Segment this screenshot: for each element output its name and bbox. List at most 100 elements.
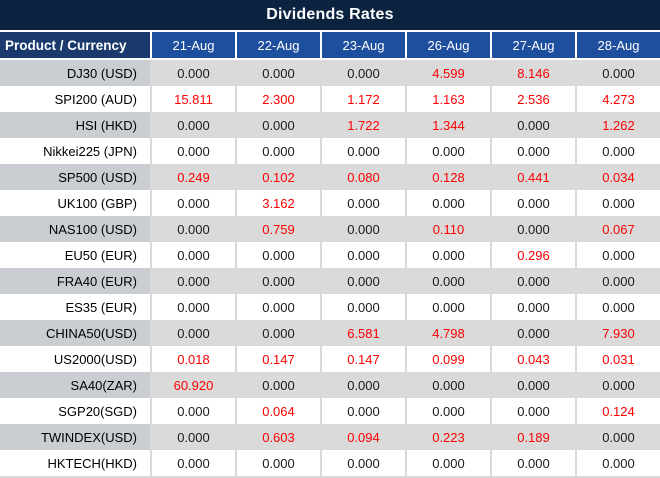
value-cell: 0.000 bbox=[490, 268, 575, 294]
value-cell: 0.000 bbox=[150, 424, 235, 450]
table-row: HSI (HKD) 0.000 0.000 1.722 1.344 0.000 1.262 bbox=[0, 112, 660, 138]
value-cell: 0.000 bbox=[320, 372, 405, 398]
product-cell: FRA40 (EUR) bbox=[0, 268, 150, 294]
value-cell: 0.000 bbox=[235, 372, 320, 398]
date-column-header: 27-Aug bbox=[490, 32, 575, 58]
value-cell: 0.000 bbox=[235, 242, 320, 268]
value-cell: 0.000 bbox=[405, 372, 490, 398]
value-cell: 0.000 bbox=[575, 372, 660, 398]
value-cell: 4.273 bbox=[575, 86, 660, 112]
date-column-header: 22-Aug bbox=[235, 32, 320, 58]
value-cell: 0.128 bbox=[405, 164, 490, 190]
value-cell: 3.162 bbox=[235, 190, 320, 216]
table-row: DJ30 (USD) 0.000 0.000 0.000 4.599 8.146 0.000 bbox=[0, 60, 660, 86]
value-cell: 0.000 bbox=[150, 450, 235, 476]
value-cell: 0.000 bbox=[575, 190, 660, 216]
value-cell: 8.146 bbox=[490, 60, 575, 86]
value-cell: 0.000 bbox=[150, 294, 235, 320]
product-cell: SA40(ZAR) bbox=[0, 372, 150, 398]
value-cell: 0.000 bbox=[490, 320, 575, 346]
date-column-header: 26-Aug bbox=[405, 32, 490, 58]
value-cell: 0.000 bbox=[490, 112, 575, 138]
value-cell: 0.000 bbox=[405, 242, 490, 268]
table-row: NAS100 (USD) 0.000 0.759 0.000 0.110 0.000 0.0… bbox=[0, 216, 660, 242]
value-cell: 2.536 bbox=[490, 86, 575, 112]
table-body: DJ30 (USD) 0.000 0.000 0.000 4.599 8.146 0.000… bbox=[0, 60, 660, 476]
value-cell: 1.262 bbox=[575, 112, 660, 138]
value-cell: 0.000 bbox=[150, 398, 235, 424]
date-column-header: 28-Aug bbox=[575, 32, 660, 58]
value-cell: 0.000 bbox=[235, 320, 320, 346]
value-cell: 0.000 bbox=[320, 216, 405, 242]
value-cell: 0.080 bbox=[320, 164, 405, 190]
value-cell: 0.000 bbox=[320, 450, 405, 476]
value-cell: 0.043 bbox=[490, 346, 575, 372]
value-cell: 0.000 bbox=[575, 268, 660, 294]
value-cell: 0.759 bbox=[235, 216, 320, 242]
value-cell: 0.000 bbox=[235, 268, 320, 294]
value-cell: 0.000 bbox=[235, 60, 320, 86]
value-cell: 0.000 bbox=[490, 138, 575, 164]
value-cell: 0.000 bbox=[490, 190, 575, 216]
product-cell: ES35 (EUR) bbox=[0, 294, 150, 320]
value-cell: 0.124 bbox=[575, 398, 660, 424]
table-row: HKTECH(HKD) 0.000 0.000 0.000 0.000 0.000 0.00… bbox=[0, 450, 660, 476]
product-cell: SPI200 (AUD) bbox=[0, 86, 150, 112]
value-cell: 0.147 bbox=[235, 346, 320, 372]
value-cell: 1.172 bbox=[320, 86, 405, 112]
value-cell: 1.163 bbox=[405, 86, 490, 112]
product-cell: SP500 (USD) bbox=[0, 164, 150, 190]
value-cell: 0.000 bbox=[320, 138, 405, 164]
value-cell: 1.344 bbox=[405, 112, 490, 138]
product-currency-header: Product / Currency bbox=[0, 32, 150, 58]
value-cell: 0.000 bbox=[150, 320, 235, 346]
value-cell: 0.000 bbox=[150, 242, 235, 268]
value-cell: 0.099 bbox=[405, 346, 490, 372]
table-row: Nikkei225 (JPN) 0.000 0.000 0.000 0.000 0.000… bbox=[0, 138, 660, 164]
value-cell: 0.000 bbox=[575, 424, 660, 450]
product-cell: TWINDEX(USD) bbox=[0, 424, 150, 450]
value-cell: 0.034 bbox=[575, 164, 660, 190]
product-cell: SGP20(SGD) bbox=[0, 398, 150, 424]
product-cell: UK100 (GBP) bbox=[0, 190, 150, 216]
value-cell: 0.000 bbox=[235, 294, 320, 320]
value-cell: 0.189 bbox=[490, 424, 575, 450]
date-column-header: 21-Aug bbox=[150, 32, 235, 58]
value-cell: 0.000 bbox=[320, 60, 405, 86]
value-cell: 0.000 bbox=[150, 112, 235, 138]
value-cell: 15.811 bbox=[150, 86, 235, 112]
product-cell: HSI (HKD) bbox=[0, 112, 150, 138]
value-cell: 0.031 bbox=[575, 346, 660, 372]
table-row: SGP20(SGD) 0.000 0.064 0.000 0.000 0.000 0.124 bbox=[0, 398, 660, 424]
value-cell: 0.000 bbox=[575, 60, 660, 86]
value-cell: 0.000 bbox=[235, 138, 320, 164]
product-cell: Nikkei225 (JPN) bbox=[0, 138, 150, 164]
table-row: EU50 (EUR) 0.000 0.000 0.000 0.000 0.296 0.000 bbox=[0, 242, 660, 268]
value-cell: 0.000 bbox=[150, 60, 235, 86]
table-header-row: Product / Currency 21-Aug 22-Aug 23-Aug 26-… bbox=[0, 30, 660, 60]
value-cell: 0.000 bbox=[490, 216, 575, 242]
value-cell: 0.000 bbox=[150, 138, 235, 164]
product-cell: NAS100 (USD) bbox=[0, 216, 150, 242]
value-cell: 0.000 bbox=[320, 398, 405, 424]
value-cell: 0.249 bbox=[150, 164, 235, 190]
value-cell: 0.000 bbox=[235, 112, 320, 138]
value-cell: 1.722 bbox=[320, 112, 405, 138]
value-cell: 0.064 bbox=[235, 398, 320, 424]
table-title: Dividends Rates bbox=[0, 0, 660, 30]
value-cell: 0.000 bbox=[320, 190, 405, 216]
value-cell: 0.000 bbox=[320, 268, 405, 294]
value-cell: 2.300 bbox=[235, 86, 320, 112]
value-cell: 0.000 bbox=[405, 398, 490, 424]
value-cell: 0.000 bbox=[575, 294, 660, 320]
table-row: ES35 (EUR) 0.000 0.000 0.000 0.000 0.000 0.000 bbox=[0, 294, 660, 320]
value-cell: 0.441 bbox=[490, 164, 575, 190]
value-cell: 0.000 bbox=[575, 450, 660, 476]
value-cell: 0.000 bbox=[490, 450, 575, 476]
value-cell: 0.094 bbox=[320, 424, 405, 450]
product-cell: CHINA50(USD) bbox=[0, 320, 150, 346]
value-cell: 0.000 bbox=[235, 450, 320, 476]
value-cell: 0.000 bbox=[575, 242, 660, 268]
value-cell: 0.603 bbox=[235, 424, 320, 450]
table-row: SPI200 (AUD) 15.811 2.300 1.172 1.163 2.536 4.… bbox=[0, 86, 660, 112]
